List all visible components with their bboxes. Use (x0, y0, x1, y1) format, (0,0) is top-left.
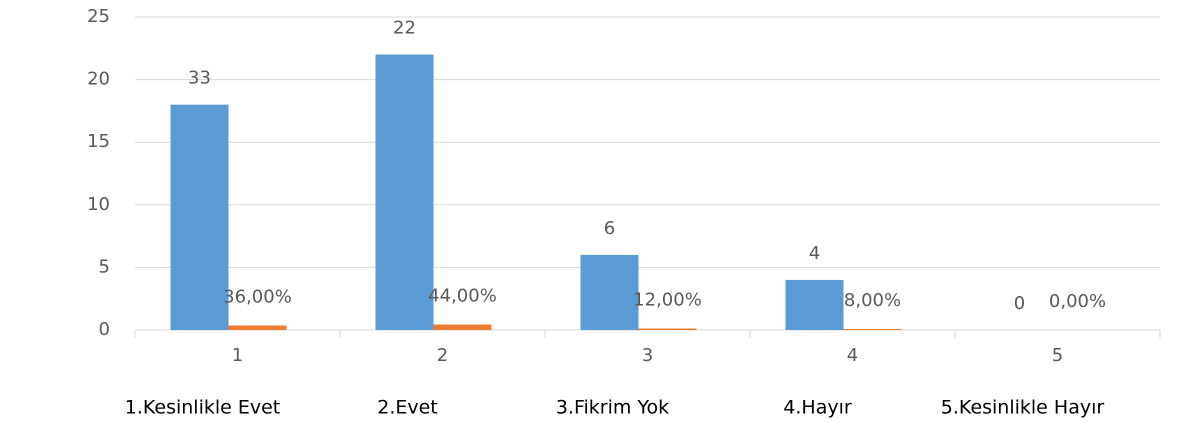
y-tick-label: 15 (87, 131, 110, 152)
y-tick-label: 10 (87, 194, 110, 215)
data-label: 12,00% (633, 289, 702, 310)
x-tick-label: 4 (847, 345, 858, 366)
category-name: 3.Fikrim Yok (556, 397, 669, 419)
bar (433, 324, 492, 330)
x-tick-label: 2 (437, 345, 448, 366)
category-name: 5.Kesinlikle Hayır (941, 397, 1105, 419)
bar (785, 279, 844, 330)
y-tick-label: 20 (87, 69, 110, 90)
category-name: 2.Evet (377, 397, 438, 419)
x-tick-label: 3 (642, 345, 653, 366)
data-label: 8,00% (844, 290, 901, 311)
bar (580, 254, 639, 330)
bar (843, 328, 902, 330)
data-label: 4 (809, 243, 820, 264)
data-label: 6 (604, 218, 615, 239)
y-tick-label: 0 (99, 319, 110, 340)
bar (375, 54, 434, 331)
category-name: 4.Hayır (783, 397, 852, 419)
data-label: 0,00% (1049, 291, 1106, 312)
x-tick-label: 5 (1052, 345, 1063, 366)
data-label: 44,00% (428, 285, 497, 306)
category-name: 1.Kesinlikle Evet (125, 397, 281, 419)
data-label: 36,00% (223, 286, 292, 307)
data-label: 22 (393, 18, 416, 39)
x-tick-label: 1 (232, 345, 243, 366)
bar (638, 328, 697, 330)
y-tick-label: 25 (87, 6, 110, 27)
bar (228, 325, 287, 330)
y-tick-label: 5 (99, 256, 110, 277)
bar (170, 104, 229, 330)
data-label: 33 (188, 68, 211, 89)
data-label: 0 (1014, 293, 1025, 314)
